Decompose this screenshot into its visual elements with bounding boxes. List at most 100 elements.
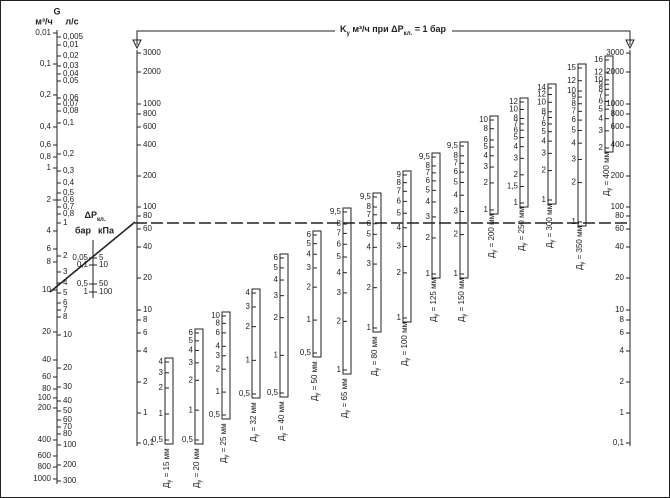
valve-tick: 5 (572, 126, 577, 135)
valve-tick: 2 (337, 316, 342, 325)
text-part: у (282, 433, 288, 436)
text-part: у (492, 250, 498, 253)
g-right-tick: 0,04 (63, 69, 79, 78)
g-right-unit: л/с (65, 16, 78, 26)
valve-tick: 2 (484, 178, 489, 187)
valve-tick: 3 (367, 259, 372, 268)
g-right-tick: 0,6 (63, 195, 75, 204)
valve-tick: 10 (537, 97, 546, 106)
kv-left-tick: 0,1 (143, 438, 155, 447)
valve-tick: 6 (274, 253, 279, 262)
valve-tick: 12 (509, 97, 518, 106)
valve-tick: 1 (426, 269, 431, 278)
valve-label: Ду = 250 мм (517, 207, 527, 251)
valve-tick: 8 (484, 124, 489, 133)
kv-left-tick: 8 (143, 315, 148, 324)
kv-left-tick: 200 (143, 171, 157, 180)
valve-tick: 5 (484, 142, 489, 151)
g-right-tick: 0,01 (63, 40, 79, 49)
text-part: = 300 мм (545, 204, 554, 240)
text-part: Д (429, 316, 438, 322)
valve-tick: 6 (599, 97, 604, 106)
valve-tick: 10 (594, 75, 603, 84)
valve-scale (279, 253, 289, 398)
text-part: = 250 мм (517, 207, 526, 243)
valve-tick: 3 (542, 148, 547, 157)
valve-scale (251, 288, 261, 399)
valve-tick: 5 (274, 263, 279, 272)
valve-scale (194, 328, 204, 445)
kv-left-tick: 6 (143, 328, 148, 337)
valve-tick: 2 (542, 166, 547, 175)
text-part: = 15 мм (162, 448, 171, 479)
text-part: Д (249, 436, 258, 442)
valve-label: Ду = 80 мм (370, 336, 380, 376)
valve-tick: 9 (599, 79, 604, 88)
text-part: у (405, 358, 411, 361)
valve-tick: 0,5 (209, 410, 221, 419)
valve-tick: 2 (426, 233, 431, 242)
valve-tick: 4 (572, 138, 577, 147)
g-right-tick: 30 (63, 382, 72, 391)
kv-left-tick: 3000 (143, 48, 161, 57)
valve-scale (577, 63, 587, 227)
valve-tick: 9,5 (447, 141, 459, 150)
text-part: у (462, 314, 468, 317)
valve-tick: 7 (367, 210, 372, 219)
g-left-tick: 20 (42, 327, 51, 336)
valve-tick: 7 (426, 168, 431, 177)
valve-tick: 5 (514, 133, 519, 142)
text-part: K (340, 24, 347, 34)
g-right-tick: 10 (63, 330, 72, 339)
valve-tick: 1 (367, 323, 372, 332)
valve-tick: 8 (514, 114, 519, 123)
kv-right-tick: 8 (620, 315, 625, 324)
valve-tick: 7 (542, 113, 547, 122)
g-left-tick: 60 (42, 372, 51, 381)
text-part: у (522, 243, 528, 246)
valve-tick: 3 (572, 155, 577, 164)
valve-tick: 0,5 (152, 435, 164, 444)
valve-scale (459, 141, 469, 279)
valve-tick: 4 (216, 341, 221, 350)
valve-tick: 7 (397, 186, 402, 195)
valve-tick: 3 (246, 302, 251, 311)
valve-tick: 2 (454, 230, 459, 239)
g-right-tick: 100 (63, 440, 77, 449)
valve-tick: 8 (397, 178, 402, 187)
g-right-tick: 80 (63, 429, 72, 438)
text-part: у (167, 480, 173, 483)
g-right-tick: 6 (63, 298, 68, 307)
valve-tick: 2 (572, 178, 577, 187)
valve-label: Ду = 40 мм (277, 401, 287, 441)
valve-tick: 5 (542, 127, 547, 136)
g-left-tick: 0,01 (35, 28, 51, 37)
valve-tick: 6 (484, 135, 489, 144)
valve-tick: 5 (307, 239, 312, 248)
valve-tick: 3 (189, 358, 194, 367)
g-right-tick: 200 (63, 460, 77, 469)
g-left-tick: 2 (47, 195, 52, 204)
kv-left-tick: 2 (143, 377, 148, 386)
valve-tick: 6 (397, 196, 402, 205)
text-part: = 150 мм (457, 278, 466, 314)
valve-tick: 8 (216, 318, 221, 327)
text-part: Д (192, 482, 201, 488)
valve-tick: 7 (599, 90, 604, 99)
valve-tick: 3 (397, 242, 402, 251)
valve-tick: 4 (426, 197, 431, 206)
valve-tick: 3 (159, 368, 164, 377)
g-right-tick: 0,1 (63, 118, 75, 127)
dp-right-tick: 100 (99, 287, 113, 296)
text-part: Д (277, 435, 286, 441)
valve-tick: 8 (599, 84, 604, 93)
dp-left-tick: 0,05 (72, 253, 88, 262)
kv-right-tick: 400 (611, 140, 625, 149)
valve-tick: 2 (159, 383, 164, 392)
kv-right-tick: 3000 (606, 48, 624, 57)
valve-tick: 1 (274, 350, 279, 359)
text-part: у (254, 434, 260, 437)
text-part: Д (162, 482, 171, 488)
kv-left-tick: 20 (143, 273, 152, 282)
